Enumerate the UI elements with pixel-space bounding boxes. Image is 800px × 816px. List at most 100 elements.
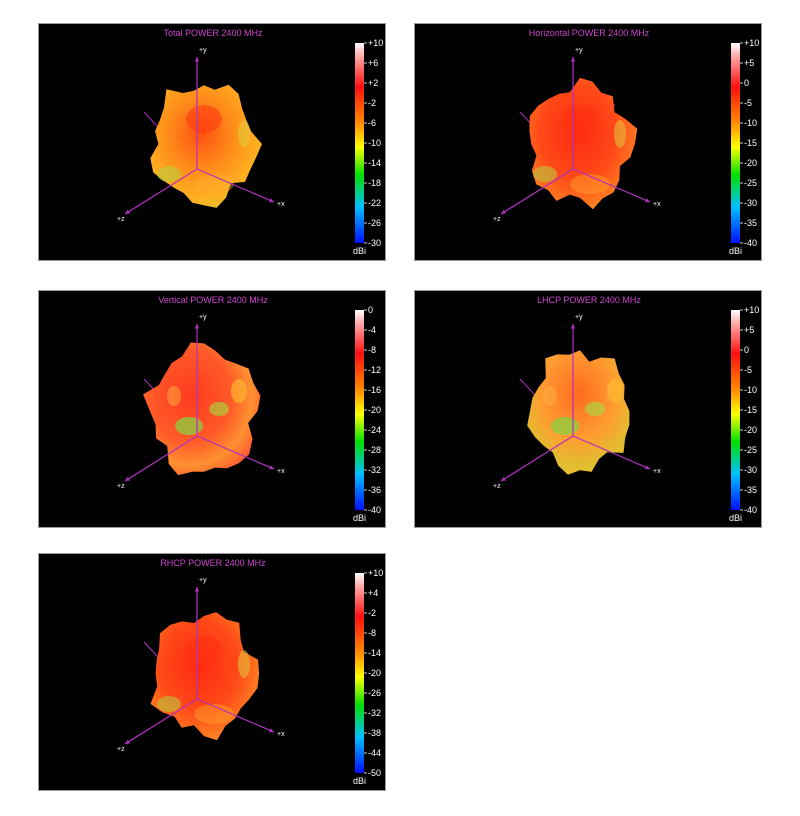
pattern-plot: RHCP POWER 2400 MHz +y +x +z +10 +4 -2 -8 -14 -20…	[117, 558, 383, 786]
colorbar-tick-label: -35	[744, 218, 757, 228]
colorbar-tick-label: -30	[744, 465, 757, 475]
colorbar-tick-label: -38	[368, 728, 381, 738]
plot-title: Horizontal POWER 2400 MHz	[529, 28, 650, 38]
colorbar-tick-label: 0	[744, 78, 749, 88]
pattern-panel-lhcp: LHCP POWER 2400 MHz +y +x +z +10 +5 0 -5 -10 -15 -…	[414, 290, 762, 528]
colorbar-tick-label: +10	[744, 38, 759, 48]
axis-x-arrow	[269, 198, 274, 203]
axis-x-arrow	[269, 465, 274, 470]
colorbar-tick-label: -10	[744, 118, 757, 128]
radiation-pattern-surface	[529, 77, 638, 210]
colorbar-tick-label: -5	[744, 98, 752, 108]
colorbar-tick-label: -44	[368, 748, 381, 758]
pattern-shade	[175, 417, 203, 435]
pattern-panel-total: Total POWER 2400 MHz +y +x +z +10 +6 +2 -2 -6 -10…	[38, 23, 386, 261]
pattern-shade	[238, 650, 250, 678]
axis-y-arrow	[194, 57, 200, 62]
axis-x-arrow	[269, 728, 274, 733]
axis-z	[124, 435, 198, 482]
axis-z-label: +z	[117, 483, 125, 490]
pattern-shade	[167, 386, 181, 406]
axis-x	[196, 435, 275, 470]
colorbar	[355, 573, 364, 773]
axis-x-label: +x	[277, 731, 285, 738]
axis-x-label: +x	[653, 201, 661, 208]
colorbar-tick-label: -8	[368, 628, 376, 638]
colorbar-tick-label: -12	[368, 365, 381, 375]
colorbar-unit: dBi	[353, 246, 366, 256]
axis-x-label: +x	[277, 201, 285, 208]
colorbar-tick-label: +6	[368, 58, 378, 68]
axis-y-label: +y	[199, 577, 207, 584]
axis-z-arrow	[125, 476, 130, 481]
radiation-pattern-surface	[527, 350, 630, 475]
axis-x	[572, 168, 651, 203]
pattern-plot: Total POWER 2400 MHz +y +x +z +10 +6 +2 -2 -6 -10…	[117, 28, 383, 256]
colorbar-tick-label: -15	[744, 405, 757, 415]
colorbar	[355, 43, 364, 243]
colorbar-tick-label: -18	[368, 178, 381, 188]
axis-x-arrow	[645, 198, 650, 203]
pattern-shade	[194, 704, 234, 724]
axis-x	[572, 435, 651, 470]
colorbar	[355, 310, 364, 510]
colorbar-tick-label: -16	[368, 385, 381, 395]
axis-z	[124, 698, 198, 745]
colorbar-tick-label: -25	[744, 178, 757, 188]
colorbar-tick-label: -5	[744, 365, 752, 375]
colorbar	[731, 310, 740, 510]
colorbar-tick-label: -10	[744, 385, 757, 395]
colorbar-tick-label: -20	[744, 158, 757, 168]
colorbar-tick-label: -30	[368, 238, 381, 248]
colorbar-tick-label: -15	[744, 138, 757, 148]
plot-title: Total POWER 2400 MHz	[163, 28, 263, 38]
pattern-shade	[543, 386, 557, 406]
pattern-shade	[186, 105, 222, 133]
pattern-shade	[238, 120, 250, 148]
pattern-panel-horizontal: Horizontal POWER 2400 MHz +y +x +z +10 +5 0 -5 -…	[414, 23, 762, 261]
pattern-shade	[614, 120, 626, 148]
colorbar	[731, 43, 740, 243]
pattern-shade	[194, 174, 234, 194]
plot-title: RHCP POWER 2400 MHz	[160, 558, 266, 568]
pattern-shade	[157, 696, 181, 712]
axis-y-label: +y	[575, 47, 583, 54]
pattern-shade	[551, 417, 579, 435]
axis-y-label: +y	[199, 47, 207, 54]
axis-x-label: +x	[277, 468, 285, 475]
colorbar-tick-label: -20	[744, 425, 757, 435]
axis-z-label: +z	[493, 216, 501, 223]
pattern-shade	[533, 166, 557, 182]
axis-z-label: +z	[117, 746, 125, 753]
axis-y-arrow	[194, 324, 200, 329]
axis-z	[500, 435, 574, 482]
colorbar-unit: dBi	[353, 513, 366, 523]
pattern-shade	[231, 379, 247, 403]
axis-z-arrow	[501, 209, 506, 214]
pattern-shade	[585, 402, 605, 416]
colorbar-tick-label: +4	[368, 588, 378, 598]
colorbar-tick-label: -35	[744, 485, 757, 495]
axis-x	[196, 698, 275, 733]
colorbar-tick-label: 0	[744, 345, 749, 355]
colorbar-unit: dBi	[729, 513, 742, 523]
colorbar-tick-label: -10	[368, 138, 381, 148]
colorbar-tick-label: -6	[368, 118, 376, 128]
pattern-shade	[607, 379, 623, 403]
colorbar-unit: dBi	[353, 776, 366, 786]
colorbar-tick-label: -2	[368, 98, 376, 108]
colorbar-tick-label: -14	[368, 158, 381, 168]
colorbar-tick-label: -2	[368, 608, 376, 618]
axis-z	[500, 168, 574, 215]
colorbar-tick-label: -20	[368, 405, 381, 415]
colorbar-tick-label: -20	[368, 668, 381, 678]
axis-x	[196, 168, 275, 203]
radiation-pattern-surface	[150, 612, 260, 741]
colorbar-tick-label: +2	[368, 78, 378, 88]
plot-title: Vertical POWER 2400 MHz	[158, 295, 268, 305]
colorbar-tick-label: -50	[368, 768, 381, 778]
axis-y-label: +y	[575, 314, 583, 321]
radiation-pattern-surface	[150, 84, 262, 208]
pattern-shade	[570, 174, 610, 194]
axis-y-arrow	[194, 587, 200, 592]
